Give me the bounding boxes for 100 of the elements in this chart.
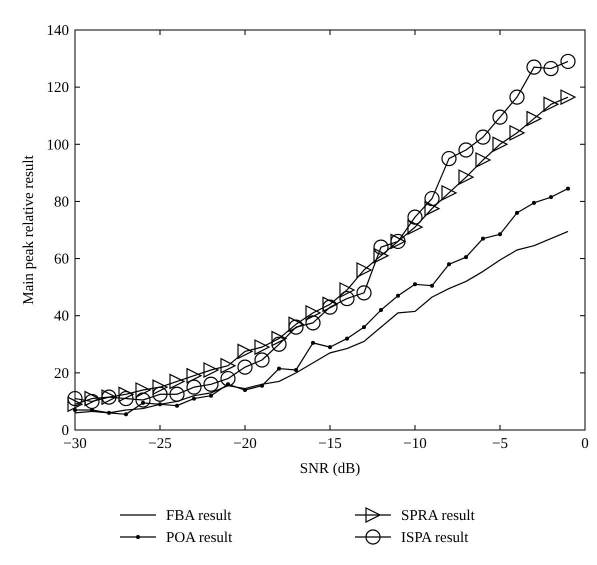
y-tick-label: 0 <box>62 423 69 439</box>
point <box>288 316 304 332</box>
point <box>169 386 185 402</box>
point <box>186 380 202 395</box>
point <box>373 240 389 255</box>
point <box>271 336 287 352</box>
x-tick-label: −5 <box>492 436 508 452</box>
point <box>543 96 559 112</box>
point <box>560 54 576 70</box>
point <box>356 285 372 300</box>
x-axis-title: SNR (dB) <box>300 461 360 477</box>
y-axis-title: Main peak relative result <box>21 154 37 305</box>
point <box>67 390 83 406</box>
point <box>311 340 315 345</box>
point <box>169 374 185 390</box>
point <box>560 90 576 105</box>
point <box>509 90 525 105</box>
point <box>322 296 338 312</box>
point <box>84 390 100 406</box>
point <box>288 320 304 335</box>
point <box>305 315 321 330</box>
y-tick-label: 100 <box>46 137 69 154</box>
point <box>294 368 298 372</box>
point <box>220 358 236 374</box>
point <box>543 60 559 76</box>
point <box>158 402 162 406</box>
y-tick-label: 40 <box>54 308 69 325</box>
point <box>492 136 508 152</box>
point <box>475 152 491 168</box>
point <box>407 220 423 235</box>
x-tick-label: −20 <box>233 436 257 452</box>
legend-label: FBA result <box>166 508 232 524</box>
point <box>475 130 491 145</box>
point <box>328 345 332 350</box>
point <box>526 110 542 126</box>
point <box>118 386 134 402</box>
point <box>118 390 134 406</box>
x-tick-label: −10 <box>403 436 427 452</box>
point <box>430 284 434 288</box>
point <box>220 370 236 386</box>
point <box>362 325 366 330</box>
point <box>135 382 151 398</box>
point <box>509 125 525 140</box>
point <box>67 396 83 412</box>
point <box>339 282 355 298</box>
point <box>124 412 128 416</box>
point <box>566 186 570 191</box>
point <box>186 368 202 384</box>
point <box>492 110 508 125</box>
y-tick-label: 60 <box>54 252 69 268</box>
point <box>237 360 253 375</box>
point <box>532 200 536 205</box>
point <box>441 185 457 200</box>
point <box>203 376 219 392</box>
point <box>277 366 281 371</box>
x-tick-label: 0 <box>581 436 589 452</box>
point <box>396 294 400 298</box>
y-tick-label: 20 <box>54 366 69 382</box>
point <box>254 340 270 355</box>
y-tick-label: 140 <box>46 23 69 39</box>
point <box>424 200 440 216</box>
point <box>107 410 111 415</box>
point <box>271 330 287 346</box>
point <box>203 362 219 378</box>
legend-label: SPRA result <box>401 508 476 524</box>
legend-label: POA result <box>166 530 234 546</box>
point <box>243 388 247 392</box>
point <box>379 308 383 312</box>
point <box>322 300 338 315</box>
point <box>407 210 423 225</box>
point <box>237 344 253 360</box>
y-tick-label: 120 <box>46 80 69 96</box>
point <box>515 210 519 215</box>
x-tick-label: −25 <box>148 436 172 452</box>
point <box>413 282 417 286</box>
point <box>339 290 355 306</box>
point <box>447 262 451 266</box>
point <box>356 262 372 278</box>
point <box>209 394 213 398</box>
point <box>84 394 100 410</box>
point <box>441 150 457 166</box>
point <box>260 384 264 388</box>
x-tick-label: −15 <box>318 436 342 452</box>
point <box>152 380 168 395</box>
point <box>464 255 468 260</box>
point <box>345 336 349 341</box>
point <box>305 305 321 320</box>
y-tick-label: 80 <box>54 194 69 210</box>
legend-label: ISPA result <box>401 530 470 546</box>
point <box>481 236 485 241</box>
point <box>152 386 168 402</box>
point <box>373 248 389 264</box>
x-tick-label: −30 <box>63 436 87 452</box>
point <box>254 352 270 368</box>
point <box>424 190 440 206</box>
point <box>549 195 553 200</box>
point <box>141 400 145 405</box>
point <box>498 232 502 236</box>
point <box>192 396 196 401</box>
point <box>458 142 474 158</box>
